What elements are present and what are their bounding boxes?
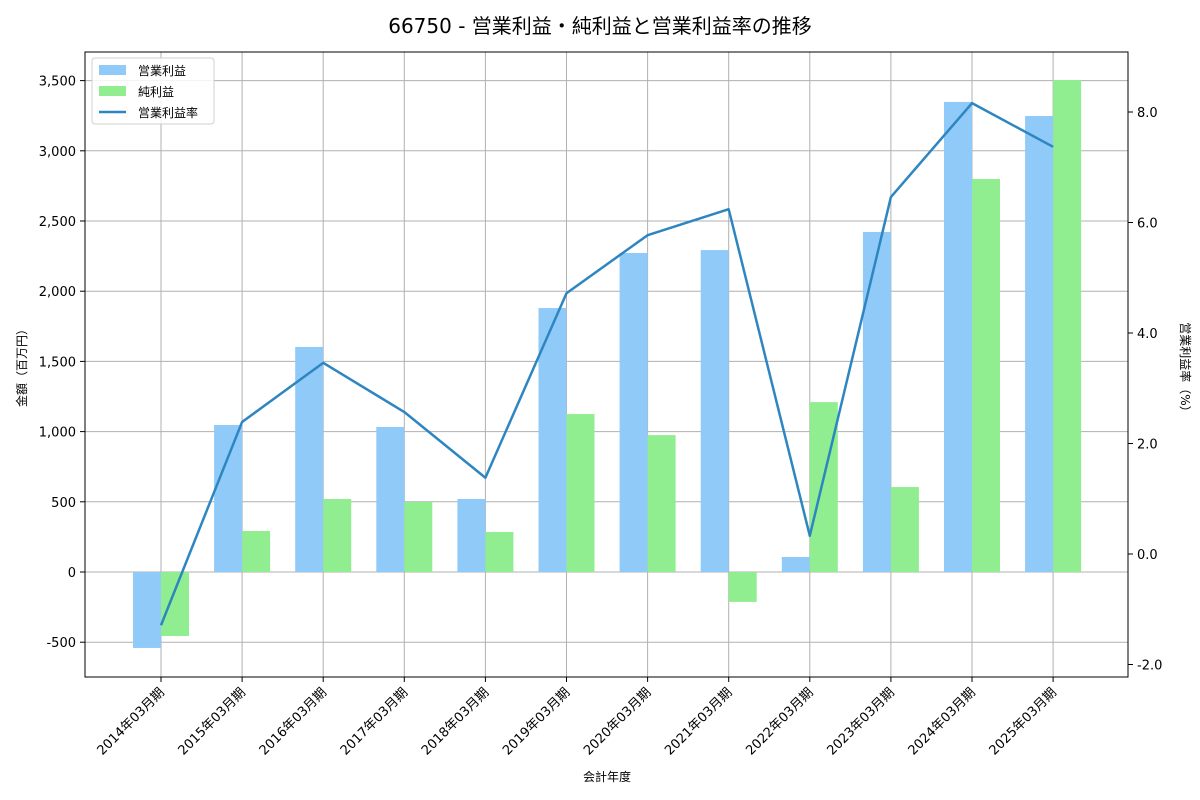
x-axis: 2014年03月期 2015年03月期 2016年03月期 2017年03月期 2018… — [95, 677, 1060, 759]
y-tick-label: 2,000 — [39, 285, 76, 300]
bar-operating-profit — [538, 308, 567, 572]
line-operating-margin — [159, 101, 1054, 626]
bar-operating-profit — [1025, 115, 1054, 572]
y-tick-label-right: 6.0 — [1137, 217, 1158, 232]
legend-label-operating-margin: 営業利益率 — [138, 105, 198, 120]
x-tick-label: 2017年03月期 — [338, 685, 411, 758]
y-tick-label: 1,500 — [39, 355, 76, 370]
x-tick-label: 2024年03月期 — [906, 685, 979, 758]
bar-net-profit — [890, 487, 919, 572]
bar-operating-profit — [376, 426, 405, 572]
bar-net-profit — [1053, 80, 1082, 573]
x-tick-label: 2014年03月期 — [95, 685, 168, 758]
bar-net-profit — [647, 435, 676, 572]
y-tick-label: 2,500 — [39, 215, 76, 230]
x-tick-label: 2021年03月期 — [662, 685, 735, 758]
bar-net-profit — [728, 572, 757, 602]
bar-operating-profit — [619, 253, 648, 572]
plot-frame — [84, 51, 1129, 678]
legend-swatch-net-profit — [99, 86, 126, 96]
y-tick-label-right: 4.0 — [1137, 327, 1158, 342]
y-tick-label-right: -2.0 — [1137, 659, 1162, 674]
bar-net-profit — [404, 501, 433, 572]
y-tick-label: -500 — [46, 636, 76, 651]
legend: 営業利益 純利益 営業利益率 — [91, 57, 215, 125]
y-axis-label-left: 金額（百万円） — [14, 323, 29, 407]
legend-label-operating-profit: 営業利益 — [138, 64, 186, 78]
bar-net-profit — [566, 414, 595, 572]
x-tick-label: 2020年03月期 — [581, 685, 654, 758]
bar-net-profit — [485, 531, 514, 572]
y-tick-label: 1,000 — [39, 426, 76, 441]
x-tick-label: 2025年03月期 — [987, 685, 1060, 758]
x-axis-label: 会計年度 — [583, 769, 631, 784]
bar-operating-profit — [457, 498, 486, 572]
x-tick-label: 2023年03月期 — [824, 685, 897, 758]
bar-operating-profit — [862, 231, 891, 572]
bar-net-profit — [242, 531, 271, 572]
bar-net-profit — [323, 498, 352, 572]
y-tick-label: 3,500 — [39, 75, 76, 90]
y-axis-label-right: 営業利益率（%） — [1178, 322, 1193, 417]
legend-label-net-profit: 純利益 — [138, 85, 174, 99]
y-tick-label-right: 8.0 — [1137, 106, 1158, 121]
bar-operating-profit — [700, 250, 729, 572]
bar-operating-profit — [295, 346, 324, 572]
x-tick-label: 2016年03月期 — [257, 685, 330, 758]
bar-operating-profit — [781, 556, 810, 572]
chart-title: 66750 - 営業利益・純利益と営業利益率の推移 — [388, 14, 812, 38]
y-axis-left: -500 0 500 1,000 1,500 2,000 2,500 3,000 3,500 — [39, 75, 85, 651]
y-tick-label-right: 0.0 — [1137, 548, 1158, 563]
bar-operating-profit — [214, 425, 243, 572]
x-tick-label: 2018年03月期 — [419, 685, 492, 758]
bar-operating-profit — [133, 572, 161, 648]
y-tick-label: 0 — [68, 566, 76, 581]
x-tick-label: 2019年03月期 — [500, 685, 573, 758]
bar-net-profit — [809, 402, 838, 572]
bar-net-profit — [161, 572, 189, 637]
y-tick-label: 500 — [51, 496, 76, 511]
bar-series — [133, 80, 1082, 648]
line-series — [159, 101, 1054, 626]
x-tick-label: 2022年03月期 — [743, 685, 816, 758]
x-tick-label: 2015年03月期 — [176, 685, 249, 758]
bar-operating-profit — [944, 101, 972, 573]
y-axis-right: -2.0 0.0 2.0 4.0 6.0 8.0 — [1128, 106, 1162, 674]
y-tick-label: 3,000 — [39, 145, 76, 160]
bar-net-profit — [972, 179, 1000, 573]
legend-swatch-operating-profit — [99, 65, 126, 75]
y-tick-label-right: 2.0 — [1137, 438, 1158, 453]
